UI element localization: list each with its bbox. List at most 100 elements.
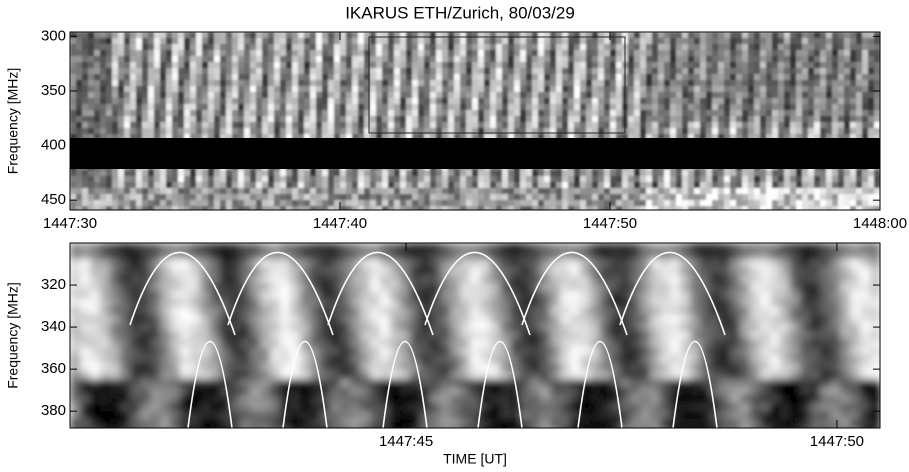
pixel: [826, 62, 833, 69]
pixel: [370, 68, 377, 75]
pixel: [364, 50, 371, 57]
pixel: [280, 104, 287, 111]
pixel: [358, 62, 365, 69]
pixel: [634, 122, 641, 129]
pixel: [772, 104, 779, 111]
pixel: [214, 128, 221, 135]
pixel: [718, 188, 725, 195]
pixel: [334, 206, 341, 210]
pixel: [712, 128, 719, 135]
pixel: [634, 80, 641, 87]
pixel: [796, 110, 803, 117]
pixel: [718, 200, 725, 207]
pixel: [320, 243, 331, 252]
pixel: [88, 74, 95, 81]
pixel: [94, 122, 101, 129]
pixel: [380, 251, 391, 260]
pixel: [310, 283, 321, 292]
pixel: [496, 92, 503, 99]
pixel: [440, 395, 451, 404]
pixel: [496, 68, 503, 75]
pixel: [538, 44, 545, 51]
pixel: [724, 50, 731, 57]
pixel: [760, 50, 767, 57]
pixel: [232, 80, 239, 87]
pixel: [112, 122, 119, 129]
pixel: [70, 98, 77, 105]
pixel: [120, 411, 131, 420]
pixel: [742, 86, 749, 93]
pixel: [112, 110, 119, 117]
pixel: [150, 291, 161, 300]
pixel: [376, 68, 383, 75]
pixel: [184, 50, 191, 57]
pixel: [448, 110, 455, 117]
pixel: [350, 403, 361, 412]
pixel: [724, 80, 731, 87]
pixel: [688, 38, 695, 45]
pixel: [406, 80, 413, 87]
pixel: [520, 44, 527, 51]
pixel: [496, 176, 503, 183]
pixel: [118, 68, 125, 75]
pixel: [220, 331, 231, 340]
pixel: [190, 44, 197, 51]
pixel: [298, 68, 305, 75]
pixel: [754, 74, 761, 81]
pixel: [736, 122, 743, 129]
pixel: [532, 104, 539, 111]
pixel: [844, 110, 851, 117]
pixel: [334, 128, 341, 135]
pixel: [154, 194, 161, 201]
pixel: [110, 379, 121, 388]
pixel: [400, 267, 411, 276]
pixel: [214, 176, 221, 183]
pixel: [250, 62, 257, 69]
pixel: [292, 182, 299, 189]
pixel: [280, 194, 287, 201]
pixel: [350, 339, 361, 348]
pixel: [838, 116, 845, 123]
pixel: [370, 200, 377, 207]
pixel: [300, 379, 311, 388]
pixel: [688, 188, 695, 195]
pixel: [484, 68, 491, 75]
pixel: [166, 206, 173, 210]
pixel: [862, 50, 869, 57]
pixel: [400, 315, 411, 324]
pixel: [328, 206, 335, 210]
pixel: [106, 134, 113, 141]
pixel: [364, 170, 371, 177]
pixel: [532, 128, 539, 135]
pixel: [754, 170, 761, 177]
pixel: [340, 110, 347, 117]
pixel: [772, 182, 779, 189]
pixel: [820, 122, 827, 129]
pixel: [352, 104, 359, 111]
pixel: [352, 200, 359, 207]
pixel: [154, 170, 161, 177]
pixel: [400, 403, 411, 412]
pixel: [190, 86, 197, 93]
pixel: [670, 74, 677, 81]
pixel: [130, 259, 141, 268]
pixel: [240, 275, 251, 284]
pixel: [460, 92, 467, 99]
pixel: [238, 56, 245, 63]
pixel: [652, 116, 659, 123]
pixel: [250, 315, 261, 324]
pixel: [790, 50, 797, 57]
pixel: [838, 80, 845, 87]
pixel: [676, 104, 683, 111]
pixel: [754, 182, 761, 189]
pixel: [694, 128, 701, 135]
pixel: [90, 355, 101, 364]
pixel: [88, 122, 95, 129]
pixel: [310, 411, 321, 420]
pixel: [180, 403, 191, 412]
pixel: [370, 283, 381, 292]
pixel: [82, 110, 89, 117]
pixel: [130, 80, 137, 87]
pixel: [170, 307, 181, 316]
pixel: [238, 116, 245, 123]
